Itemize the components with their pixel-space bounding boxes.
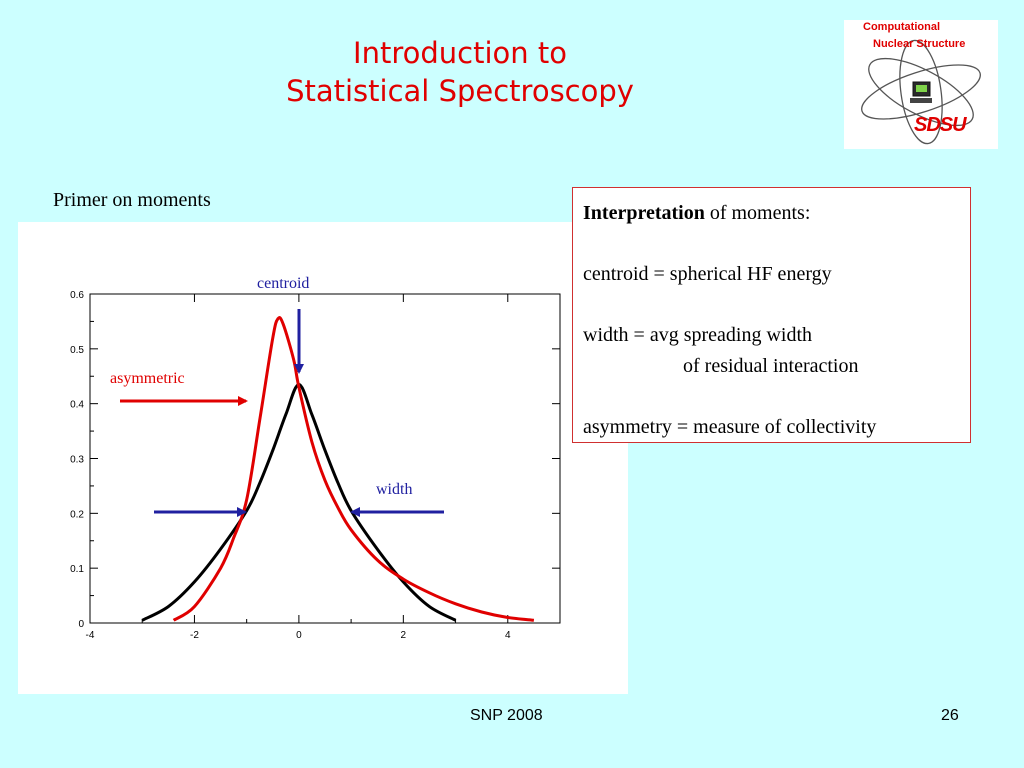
interpretation-asymmetry: asymmetry = measure of collectivity: [583, 415, 877, 438]
y-tick-label: 0.4: [70, 400, 84, 411]
y-tick-label: 0.2: [70, 509, 84, 520]
title-line-2: Statistical Spectroscopy: [286, 74, 634, 108]
y-tick-label: 0.5: [70, 345, 84, 356]
plot-frame: [89, 293, 561, 624]
interpretation-heading: Interpretation: [583, 202, 705, 224]
x-tick-label: 4: [505, 630, 511, 641]
moments-chart: -4 -2 0 2 4 0 0.1 0.2 0.3 0.4 0.5 0.6 centroid asym…: [70, 275, 561, 641]
interpretation-width: width = avg spreading width: [583, 324, 813, 346]
cns-sdsu-logo: Computational Nuclear Structure SDSU: [844, 20, 998, 149]
logo-line-1: Computational: [863, 21, 940, 33]
asymmetric-label: asymmetric: [110, 370, 185, 387]
footer-page-number: 26: [941, 707, 959, 724]
x-tick-label: -2: [190, 630, 199, 641]
logo-line-2: Nuclear Structure: [873, 38, 966, 50]
x-tick-label: 0: [296, 630, 302, 641]
y-tick-label: 0.1: [70, 564, 84, 575]
slide-subtitle: Primer on moments: [53, 189, 211, 211]
x-tick-label: 2: [401, 630, 407, 641]
logo-wordmark: SDSU: [914, 114, 967, 136]
interpretation-heading-rest: of moments:: [704, 202, 811, 224]
y-tick-label: 0.3: [70, 455, 84, 466]
symmetric-curve: [141, 383, 457, 622]
x-tick-label: -4: [86, 630, 95, 641]
atom-orbit-computer-icon: [861, 39, 981, 145]
footer-conference: SNP 2008: [470, 707, 543, 724]
interpretation-centroid: centroid = spherical HF energy: [583, 263, 832, 285]
title-line-1: Introduction to: [353, 36, 567, 70]
width-label: width: [376, 481, 412, 498]
chart-panel: -4 -2 0 2 4 0 0.1 0.2 0.3 0.4 0.5 0.6 centroid asym…: [18, 222, 628, 694]
interpretation-box: Interpretation of moments: centroid = sp…: [572, 187, 971, 443]
interpretation-heading-line: Interpretation of moments:: [583, 198, 970, 229]
y-tick-label: 0.6: [70, 290, 84, 301]
slide-title: Introduction to Statistical Spectroscopy: [200, 34, 720, 110]
y-tick-label: 0: [78, 619, 84, 630]
centroid-label: centroid: [257, 275, 309, 292]
interpretation-width-cont: of residual interaction: [683, 354, 859, 377]
asymmetric-curve: [172, 316, 535, 622]
